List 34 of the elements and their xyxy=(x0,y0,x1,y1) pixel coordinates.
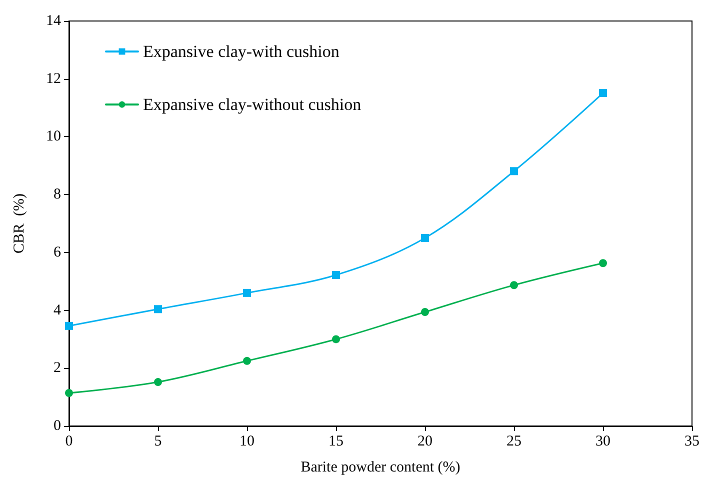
x-tick-label: 5 xyxy=(154,434,162,450)
x-tick-label: 0 xyxy=(65,434,73,450)
x-tick-label: 10 xyxy=(240,434,254,450)
x-axis-title: Barite powder content (%) xyxy=(300,460,460,476)
point xyxy=(599,259,607,268)
point xyxy=(154,378,162,386)
point xyxy=(243,288,251,297)
y-tick-label: 8 xyxy=(54,186,61,203)
x-tick-label: 30 xyxy=(596,434,610,450)
y-axis-title: CBR (%) xyxy=(12,193,28,254)
point xyxy=(65,322,73,330)
legend-label: Expansive clay-with cushion xyxy=(143,42,340,61)
y-tick-label: 6 xyxy=(54,244,62,260)
point xyxy=(421,308,429,316)
x-tick-label: 35 xyxy=(684,434,700,450)
y-tick-label: 0 xyxy=(54,418,61,434)
point xyxy=(510,281,518,290)
x-tick-label: 20 xyxy=(418,434,432,450)
legend-label: Expansive clay-without cushion xyxy=(143,95,362,114)
point xyxy=(65,389,73,398)
y-tick-label: 4 xyxy=(54,302,62,318)
point xyxy=(510,167,518,176)
y-tick-label: 10 xyxy=(46,128,61,145)
x-tick-label: 15 xyxy=(328,434,344,450)
y-tick-label: 12 xyxy=(46,70,61,87)
point xyxy=(332,335,340,344)
x-tick-label: 25 xyxy=(506,434,522,450)
y-tick-label: 2 xyxy=(54,360,61,376)
y-tick-label: 14 xyxy=(46,13,62,29)
point xyxy=(599,89,607,98)
point xyxy=(243,356,251,365)
point xyxy=(421,234,429,242)
point xyxy=(332,270,340,279)
point xyxy=(154,305,162,314)
